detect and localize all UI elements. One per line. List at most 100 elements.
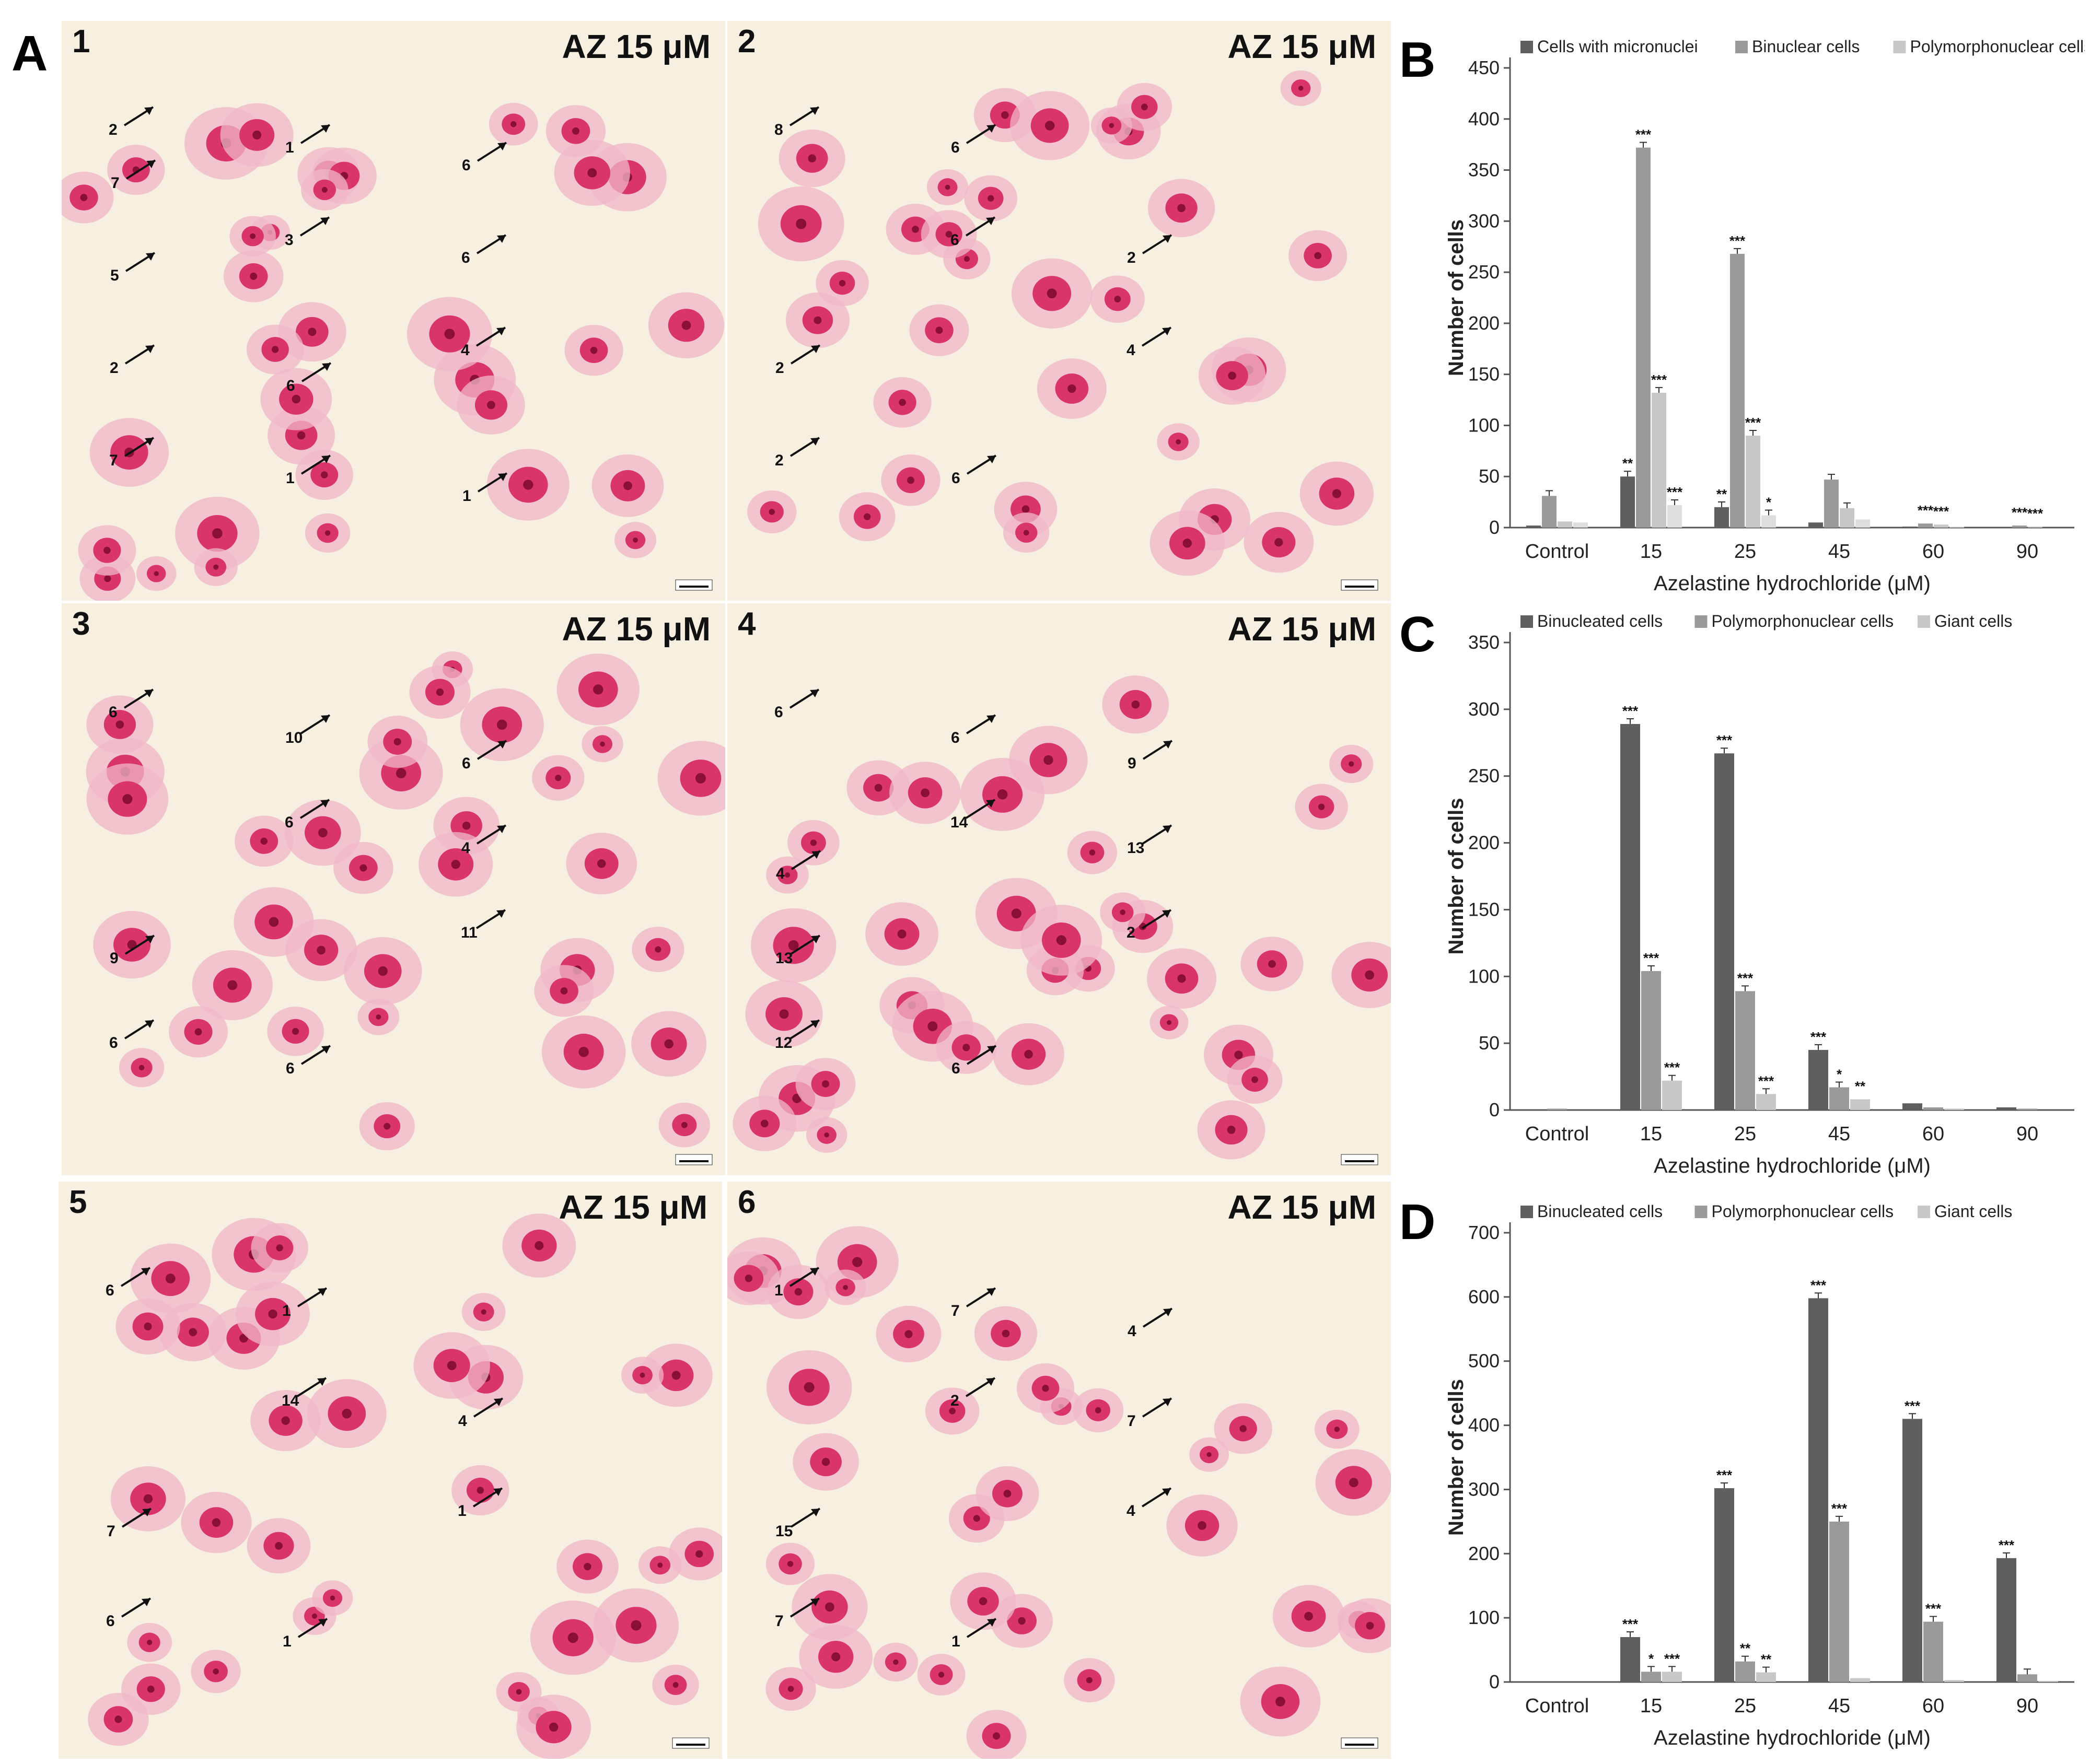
y-tick-label: 100 <box>1468 414 1500 436</box>
y-tick-label: 350 <box>1468 632 1500 653</box>
stained-cell <box>295 449 353 500</box>
annotation-arrow: 11 <box>461 909 506 941</box>
stained-cell <box>191 1650 241 1693</box>
stained-cell <box>564 324 623 376</box>
annotation-arrow: 1 <box>285 124 331 156</box>
stained-cell <box>457 375 525 435</box>
annotation-label: 11 <box>461 924 478 941</box>
bar <box>1756 1094 1776 1110</box>
annotation-arrow: 1 <box>458 1487 503 1520</box>
micrograph-1-image: 2 3 4 7 1 6 2 1 6 5 6 1 7 <box>62 21 725 601</box>
annotation-arrow: 1 <box>951 1618 997 1650</box>
annotation-label: 7 <box>1127 1412 1136 1430</box>
annotation-arrow: 3 <box>285 216 330 249</box>
annotation-arrow: 2 <box>110 344 155 377</box>
significance-label: *** <box>1651 372 1667 388</box>
annotation-arrow: 6 <box>950 216 996 249</box>
stained-cell <box>119 1048 165 1088</box>
stained-cell <box>229 216 276 256</box>
stained-cell <box>285 919 357 982</box>
stained-cell <box>993 1023 1064 1085</box>
panel-letter-a: A <box>11 26 48 81</box>
annotation-arrow: 9 <box>110 934 155 967</box>
annotation-arrow: 1 <box>283 1618 328 1650</box>
stained-cell <box>541 1015 626 1089</box>
chart-c: Binucleated cells Polymorphonuclear cells… <box>1406 606 2085 1188</box>
scale-bar <box>1341 1737 1378 1749</box>
stained-cell <box>591 454 664 517</box>
annotation-arrow: 2 <box>950 1377 996 1409</box>
bar <box>1918 523 1933 528</box>
x-tick-label: Control <box>1525 541 1589 563</box>
stained-cell <box>873 377 932 428</box>
x-tick-label: 45 <box>1828 541 1850 563</box>
annotation-arrow: 15 <box>775 1508 821 1540</box>
annotation-label: 7 <box>109 452 118 469</box>
stained-cell <box>921 210 977 259</box>
annotation-arrow: 7 <box>109 437 155 469</box>
micrograph-2-image: 8 6 4 2 6 2 2 6 <box>727 21 1391 601</box>
annotation-arrow: 1 <box>774 1267 820 1299</box>
bar <box>1662 1080 1682 1110</box>
x-tick-label: Control <box>1525 1695 1589 1717</box>
stained-cell <box>1117 83 1172 131</box>
bar <box>1662 1672 1682 1682</box>
stained-cell <box>247 1518 311 1574</box>
y-tick-label: 200 <box>1468 312 1500 334</box>
annotation-label: 1 <box>951 1633 960 1650</box>
stained-cell <box>750 908 837 983</box>
stained-cell <box>925 1387 980 1435</box>
annotation-label: 2 <box>1127 924 1135 941</box>
stained-cell <box>917 1654 966 1696</box>
legend-entry: Polymorphonuclear cells <box>1694 612 1894 630</box>
stained-cell <box>766 1350 852 1425</box>
stained-cell <box>765 1667 816 1711</box>
significance-label: *** <box>1643 950 1659 966</box>
stained-cell <box>1064 1658 1115 1702</box>
stained-cell <box>974 1306 1038 1361</box>
significance-label: *** <box>1716 1467 1733 1483</box>
chart-b: Cells with micronuclei Binuclear cells Pol… <box>1406 31 2085 606</box>
legend-entry: Binucleated cells <box>1520 1202 1663 1221</box>
annotation-label: 6 <box>109 704 118 721</box>
bar <box>1902 1103 1922 1110</box>
annotation-label: 6 <box>950 231 959 249</box>
stained-cell <box>787 820 840 866</box>
y-tick-label: 350 <box>1468 159 1500 181</box>
y-tick-label: 100 <box>1468 965 1500 987</box>
stained-cell <box>1166 1494 1238 1557</box>
treatment-label: AZ 15 μM <box>562 610 711 648</box>
stained-cell <box>307 1379 387 1448</box>
annotation-label: 6 <box>951 139 960 156</box>
stained-cell <box>873 1642 919 1682</box>
stained-cell <box>1288 230 1348 282</box>
y-tick-label: 300 <box>1468 1478 1500 1500</box>
annotation-arrow: 2 <box>1127 234 1172 266</box>
micrograph-2: 8 6 4 2 6 2 2 6 2 AZ 15 μM <box>727 21 1391 601</box>
annotation-arrow: 7 <box>951 1287 996 1319</box>
stained-cell <box>1295 784 1348 830</box>
legend-label: Cells with micronuclei <box>1537 37 1698 56</box>
bar <box>1735 1661 1755 1682</box>
significance-label: ** <box>1855 1079 1866 1094</box>
stained-cell <box>556 1539 619 1594</box>
annotation-label: 5 <box>110 267 119 284</box>
stained-cell <box>966 1710 1027 1759</box>
legend-label: Binucleated cells <box>1537 612 1663 630</box>
scale-bar <box>1341 579 1378 591</box>
y-tick-label: 450 <box>1468 57 1500 78</box>
stained-cell <box>169 1006 228 1058</box>
micrograph-1: 2 3 4 7 1 6 2 1 6 5 6 1 7 1 AZ 15 μM <box>62 21 725 601</box>
stained-cell <box>1244 511 1314 573</box>
bar <box>1714 1488 1734 1682</box>
annotation-arrow: 6 <box>774 688 820 721</box>
y-tick-label: 50 <box>1479 465 1500 487</box>
stained-cell <box>1146 948 1217 1009</box>
legend-label: Polymorphonuclear cells <box>1910 37 2085 56</box>
stained-cell <box>409 665 471 719</box>
x-tick-label: 60 <box>1922 1123 1944 1145</box>
annotation-arrow: 6 <box>462 740 507 772</box>
significance-label: *** <box>1664 1651 1680 1666</box>
stained-cell <box>220 103 294 167</box>
stained-cell <box>795 1058 856 1111</box>
